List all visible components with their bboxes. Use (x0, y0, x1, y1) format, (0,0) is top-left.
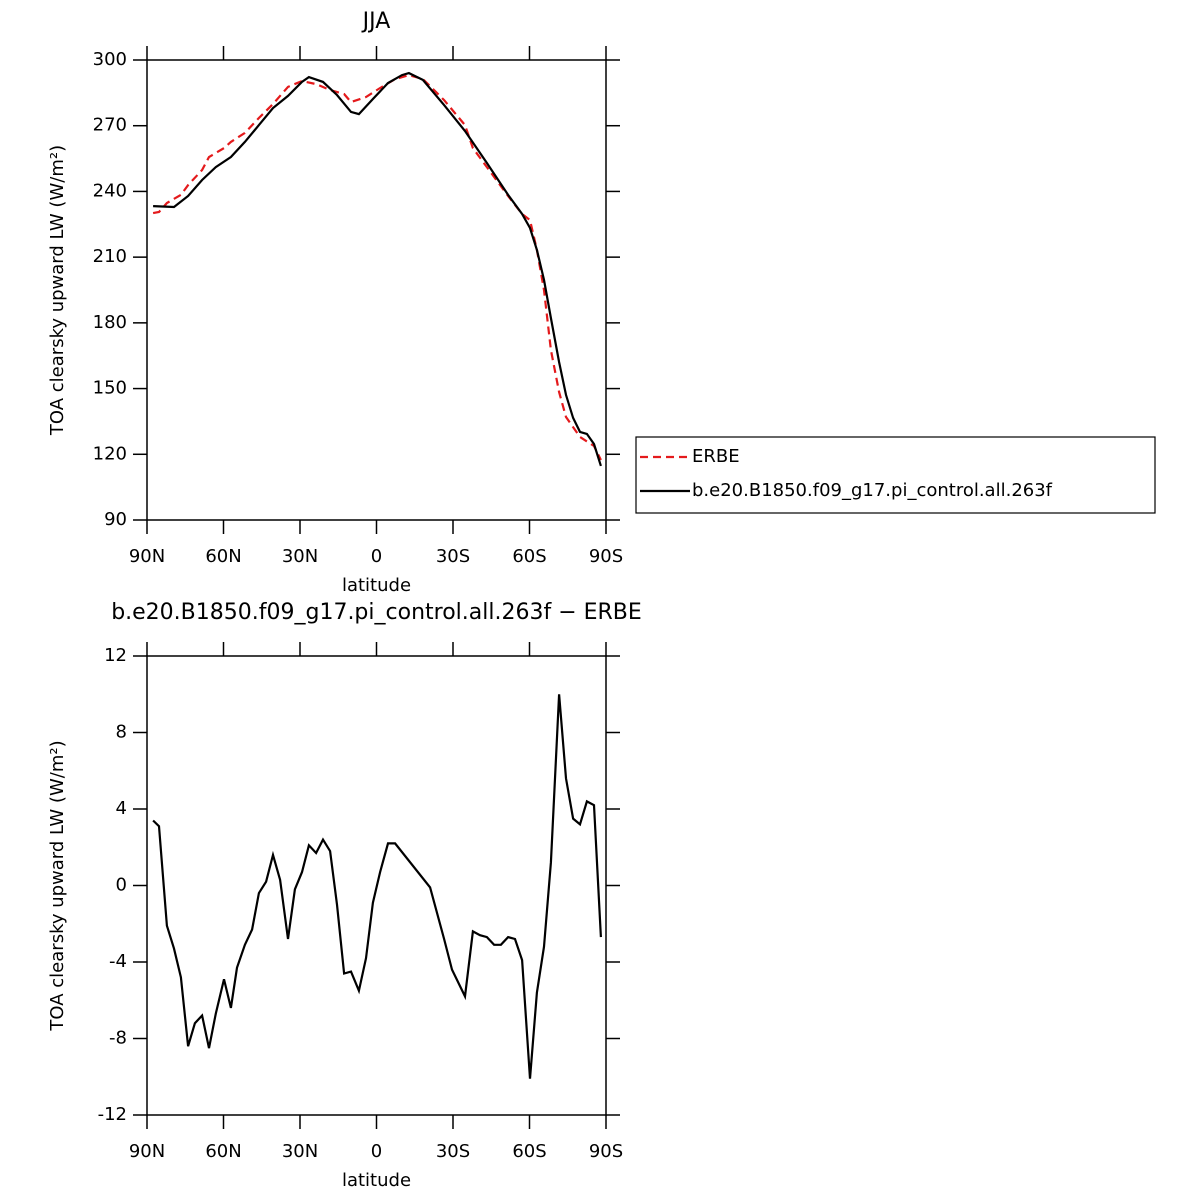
x-tick-label: 60S (512, 546, 546, 567)
x-tick-label: 30N (282, 546, 318, 567)
x-tick-label: 90N (129, 1141, 165, 1162)
y-axis-label: TOA clearsky upward LW (W/m²) (47, 145, 68, 436)
x-axis-label: latitude (342, 1170, 411, 1191)
x-tick-label: 60S (512, 1141, 546, 1162)
y-tick-label: -8 (109, 1028, 127, 1049)
y-tick-label: 270 (93, 115, 127, 136)
x-tick-label: 90S (589, 1141, 623, 1162)
y-axis-label: TOA clearsky upward LW (W/m²) (47, 740, 68, 1031)
data-line (152, 694, 602, 1079)
x-tick-label: 60N (205, 1141, 241, 1162)
y-tick-label: -4 (109, 951, 127, 972)
legend-label: b.e20.B1850.f09_g17.pi_control.all.263f (692, 480, 1053, 501)
x-tick-label: 30N (282, 1141, 318, 1162)
data-line (152, 73, 602, 461)
y-tick-label: 210 (93, 246, 127, 267)
y-tick-label: 90 (104, 509, 127, 530)
x-tick-label: 60N (205, 546, 241, 567)
legend-box (635, 436, 1156, 514)
x-tick-label: 0 (371, 546, 382, 567)
legend-label: ERBE (692, 446, 740, 467)
y-tick-label: 12 (104, 645, 127, 666)
data-line (153, 71, 602, 467)
y-tick-label: 300 (93, 49, 127, 70)
y-tick-label: -12 (98, 1104, 127, 1125)
x-tick-label: 90S (589, 546, 623, 567)
x-tick-label: 30S (436, 1141, 470, 1162)
x-tick-label: 30S (436, 546, 470, 567)
y-tick-label: 4 (116, 798, 127, 819)
y-tick-label: 240 (93, 180, 127, 201)
y-tick-label: 180 (93, 312, 127, 333)
x-axis-label: latitude (342, 575, 411, 596)
y-tick-label: 120 (93, 443, 127, 464)
x-tick-label: 0 (371, 1141, 382, 1162)
y-tick-label: 8 (116, 722, 127, 743)
chart-title: JJA (361, 9, 391, 34)
chart-title: b.e20.B1850.f09_g17.pi_control.all.263f … (111, 600, 642, 625)
plot-frame (146, 59, 607, 521)
x-tick-label: 90N (129, 546, 165, 567)
y-tick-label: 0 (116, 875, 127, 896)
y-tick-label: 150 (93, 378, 127, 399)
plot-frame (146, 655, 607, 1116)
